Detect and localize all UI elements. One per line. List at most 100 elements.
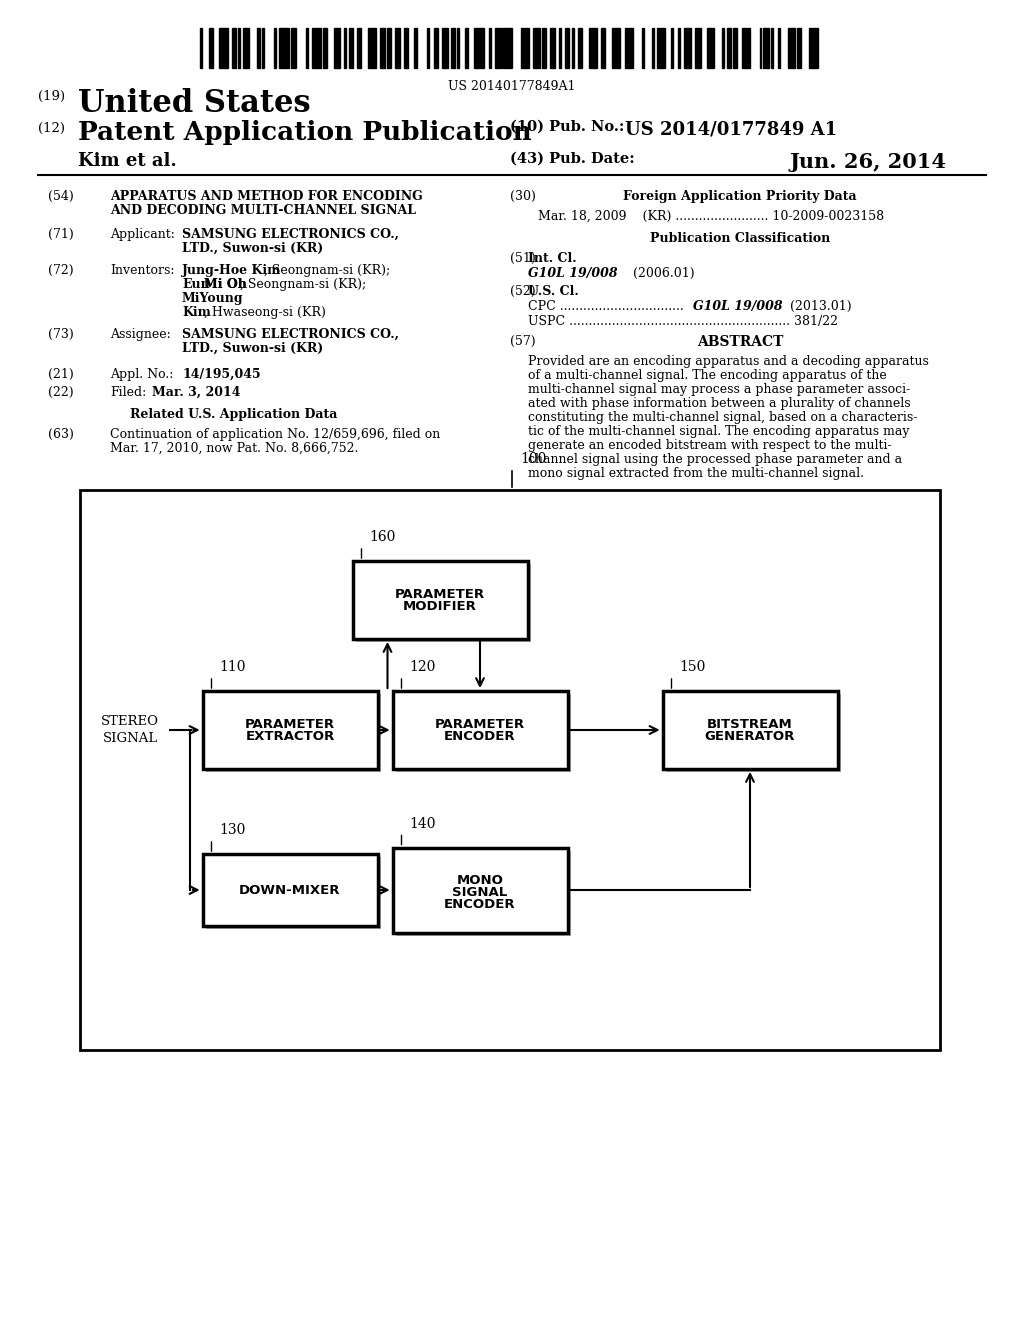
Bar (219, 28, 228, 69)
Bar (542, 28, 546, 69)
Text: (10) Pub. No.:: (10) Pub. No.: (510, 120, 625, 135)
Text: ated with phase information between a plurality of channels: ated with phase information between a pl… (528, 397, 910, 411)
Text: BITSTREAM: BITSTREAM (708, 718, 793, 731)
Text: APPARATUS AND METHOD FOR ENCODING: APPARATUS AND METHOD FOR ENCODING (110, 190, 423, 203)
Bar (387, 28, 391, 69)
Bar (203, 690, 378, 770)
Text: (51): (51) (510, 252, 536, 265)
Bar (355, 564, 530, 642)
Bar (666, 694, 841, 772)
Text: Jun. 26, 2014: Jun. 26, 2014 (790, 152, 947, 172)
Text: PARAMETER: PARAMETER (395, 589, 485, 602)
Bar (311, 28, 321, 69)
Text: ENCODER: ENCODER (444, 898, 516, 911)
Text: , Seongnam-si (KR);: , Seongnam-si (KR); (264, 264, 390, 277)
Bar (349, 28, 353, 69)
Text: 150: 150 (680, 660, 706, 675)
Text: (57): (57) (510, 335, 536, 348)
Text: Jung-Hoe Kim: Jung-Hoe Kim (182, 264, 282, 277)
Text: , Hwaseong-si (KR): , Hwaseong-si (KR) (204, 306, 326, 319)
Bar (778, 28, 780, 69)
Bar (404, 28, 408, 69)
Text: SAMSUNG ELECTRONICS CO.,: SAMSUNG ELECTRONICS CO., (182, 228, 399, 242)
Text: of a multi-channel signal. The encoding apparatus of the: of a multi-channel signal. The encoding … (528, 370, 887, 381)
Text: Continuation of application No. 12/659,696, filed on: Continuation of application No. 12/659,6… (110, 428, 440, 441)
Bar (809, 28, 818, 69)
Text: Mar. 17, 2010, now Pat. No. 8,666,752.: Mar. 17, 2010, now Pat. No. 8,666,752. (110, 442, 358, 455)
Text: 140: 140 (410, 817, 436, 830)
Bar (200, 28, 202, 69)
Text: , Seongnam-si (KR);: , Seongnam-si (KR); (240, 279, 367, 290)
Text: EXTRACTOR: EXTRACTOR (246, 730, 335, 743)
Text: (73): (73) (48, 327, 74, 341)
Bar (334, 28, 340, 69)
Bar (678, 28, 680, 69)
Text: GENERATOR: GENERATOR (705, 730, 796, 743)
Bar (369, 28, 376, 69)
Bar (380, 28, 385, 69)
Bar (352, 561, 527, 639)
Text: LTD., Suwon-si (KR): LTD., Suwon-si (KR) (182, 242, 324, 255)
Text: G10L 19/008: G10L 19/008 (693, 300, 782, 313)
Text: (43) Pub. Date:: (43) Pub. Date: (510, 152, 635, 166)
Text: (30): (30) (510, 190, 536, 203)
Text: (12): (12) (38, 121, 65, 135)
Text: (72): (72) (48, 264, 74, 277)
Text: Mar. 18, 2009    (KR) ........................ 10-2009-0023158: Mar. 18, 2009 (KR) .....................… (538, 210, 884, 223)
Bar (657, 28, 665, 69)
Bar (742, 28, 750, 69)
Bar (495, 28, 501, 69)
Bar (306, 28, 308, 69)
Bar (559, 28, 561, 69)
Bar (344, 28, 345, 69)
Text: generate an encoded bitstream with respect to the multi-: generate an encoded bitstream with respe… (528, 440, 892, 451)
Bar (395, 850, 570, 936)
Bar (206, 694, 381, 772)
Text: Mar. 3, 2014: Mar. 3, 2014 (152, 385, 241, 399)
Text: DOWN-MIXER: DOWN-MIXER (240, 883, 341, 896)
Text: Appl. No.:: Appl. No.: (110, 368, 173, 381)
Bar (727, 28, 731, 69)
Bar (392, 690, 567, 770)
Bar (474, 28, 483, 69)
Bar (612, 28, 620, 69)
Text: (52): (52) (510, 285, 536, 298)
Text: STEREO
SIGNAL: STEREO SIGNAL (101, 715, 159, 744)
Bar (427, 28, 429, 69)
Bar (695, 28, 700, 69)
Text: Filed:: Filed: (110, 385, 146, 399)
Bar (763, 28, 769, 69)
Text: Mi Oh: Mi Oh (204, 279, 247, 290)
Text: 100: 100 (520, 451, 547, 466)
Bar (663, 690, 838, 770)
Bar (771, 28, 773, 69)
Bar (232, 28, 236, 69)
Bar (262, 28, 264, 69)
Text: Mi Oh: Mi Oh (204, 279, 247, 290)
Bar (395, 694, 570, 772)
Text: mono signal extracted from the multi-channel signal.: mono signal extracted from the multi-cha… (528, 467, 864, 480)
Bar (798, 28, 801, 69)
Text: U.S. Cl.: U.S. Cl. (528, 285, 579, 298)
Text: 130: 130 (219, 822, 246, 837)
Text: 110: 110 (219, 660, 246, 675)
Text: CPC ................................: CPC ................................ (528, 300, 684, 313)
Bar (651, 28, 653, 69)
Bar (323, 28, 327, 69)
Text: Eun: Eun (182, 279, 210, 290)
Text: LTD., Suwon-si (KR): LTD., Suwon-si (KR) (182, 342, 324, 355)
Bar (722, 28, 724, 69)
Text: (54): (54) (48, 190, 74, 203)
Bar (787, 28, 796, 69)
Text: Kim et al.: Kim et al. (78, 152, 177, 170)
Bar (280, 28, 289, 69)
Text: US 20140177849A1: US 20140177849A1 (449, 81, 575, 92)
Bar (457, 28, 459, 69)
Text: 120: 120 (410, 660, 436, 675)
Text: Foreign Application Priority Data: Foreign Application Priority Data (624, 190, 857, 203)
Bar (414, 28, 418, 69)
Text: MiYoung: MiYoung (182, 292, 244, 305)
Bar (532, 28, 541, 69)
Bar (579, 28, 582, 69)
Bar (394, 28, 400, 69)
